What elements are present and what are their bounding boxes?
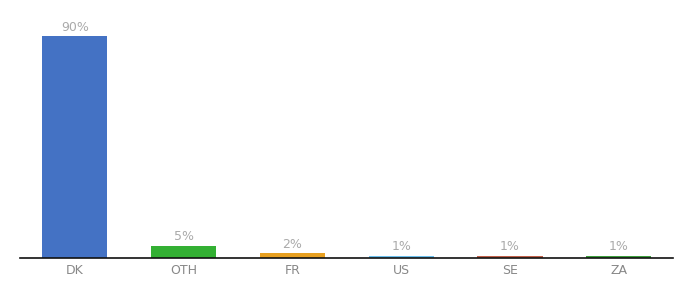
Bar xyxy=(42,36,107,258)
Bar xyxy=(151,246,216,258)
Text: 1%: 1% xyxy=(391,240,411,253)
Text: 2%: 2% xyxy=(282,238,303,250)
Bar xyxy=(260,253,325,258)
Bar xyxy=(586,256,651,258)
Text: 1%: 1% xyxy=(609,240,629,253)
Text: 5%: 5% xyxy=(173,230,194,243)
Bar xyxy=(369,256,434,258)
Text: 1%: 1% xyxy=(500,240,520,253)
Bar xyxy=(477,256,543,258)
Text: 90%: 90% xyxy=(61,21,88,34)
